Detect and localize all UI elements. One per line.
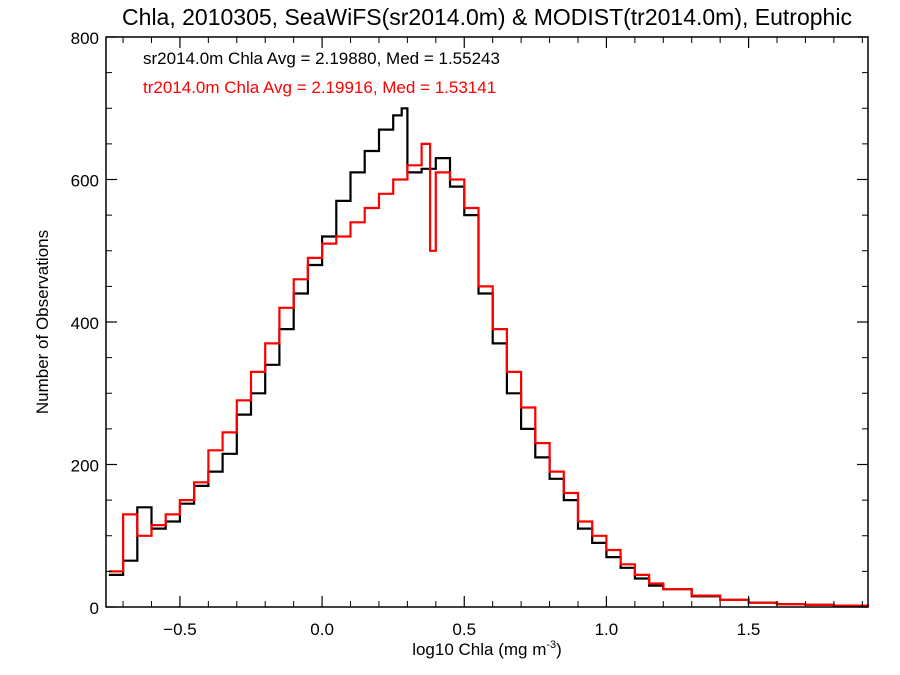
- x-axis-ticks: −0.5 0.0 0.5 1.0 1.5: [122, 37, 863, 639]
- y-tick-label: 200: [71, 457, 99, 476]
- x-axis-label: log10 Chla (mg m-3): [412, 639, 562, 659]
- x-axis-label-exponent: -3: [546, 639, 556, 651]
- y-tick-label: 600: [71, 172, 99, 191]
- histogram-series-0: [108, 107, 870, 607]
- plot-area: [108, 107, 870, 607]
- y-axis-ticks: 0 200 400 600 800: [71, 29, 868, 618]
- plot-frame: [105, 36, 869, 608]
- x-axis-label-close: ): [556, 640, 562, 659]
- sr-stats-annotation: sr2014.0m Chla Avg = 2.19880, Med = 1.55…: [143, 49, 500, 68]
- x-tick-label: 1.0: [595, 620, 619, 639]
- y-tick-label: 400: [71, 314, 99, 333]
- x-tick-label: 1.5: [737, 620, 761, 639]
- x-tick-label: 0.0: [310, 620, 334, 639]
- y-tick-label: 0: [90, 599, 99, 618]
- x-tick-label: 0.5: [452, 620, 476, 639]
- x-axis-label-main: log10 Chla (mg m: [412, 640, 546, 659]
- tr-stats-annotation: tr2014.0m Chla Avg = 2.19916, Med = 1.53…: [143, 78, 496, 97]
- chart-title: Chla, 2010305, SeaWiFS(sr2014.0m) & MODI…: [122, 4, 852, 30]
- histogram-series-1: [108, 142, 870, 607]
- y-axis-label: Number of Observations: [33, 230, 52, 414]
- y-tick-label: 800: [71, 29, 99, 48]
- x-tick-label: −0.5: [163, 620, 197, 639]
